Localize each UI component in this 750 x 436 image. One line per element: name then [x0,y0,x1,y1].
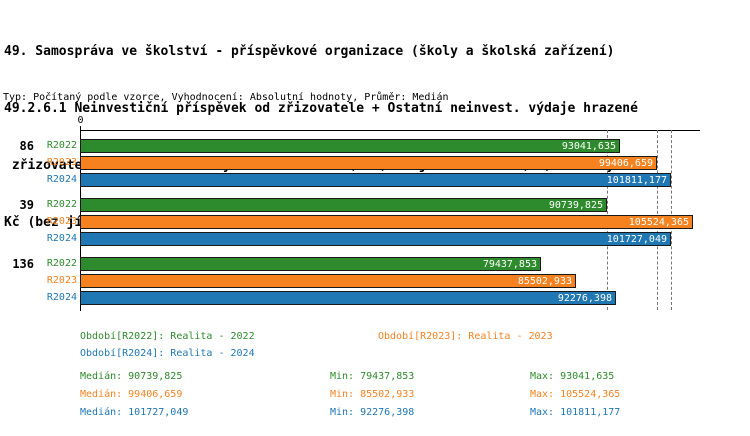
bar-r2023: 85502,933 [80,274,576,288]
legend-item-r2024: Období[R2024]: Realita - 2024 [80,348,255,359]
group-label: 86 [19,139,34,153]
bar-value-label: 93041,635 [561,140,616,152]
group-label: 39 [19,198,34,212]
series-label: R2022 [46,258,77,269]
bar-value-label: 79437,853 [482,258,537,270]
bar-value-label: 92276,398 [557,292,612,304]
stat-median-r2023: Medián: 99406,659 [80,389,183,400]
legend-item-r2023: Období[R2023]: Realita - 2023 [378,331,553,342]
stat-median-r2024: Medián: 101727,049 [80,407,189,418]
series-label: R2024 [46,233,77,244]
series-label: R2023 [46,275,77,286]
legend-item-r2022: Období[R2022]: Realita - 2022 [80,331,255,342]
series-label: R2024 [46,174,77,185]
bar-value-label: 101727,049 [606,233,667,245]
stat-max-r2024: Max: 101811,177 [530,407,621,418]
stat-min-r2024: Min: 92276,398 [330,407,415,418]
bar-value-label: 90739,825 [548,199,603,211]
bar-value-label: 85502,933 [517,275,572,287]
bar-r2024: 101811,177 [80,173,671,187]
bar-value-label: 99406,659 [598,157,653,169]
bar-r2022: 79437,853 [80,257,541,271]
title-line-1: 49. Samospráva ve školství - příspěvkové… [4,44,615,59]
stat-min-r2023: Min: 85502,933 [330,389,415,400]
stat-max-r2023: Max: 105524,365 [530,389,621,400]
bar-r2023: 105524,365 [80,215,693,229]
bar-r2024: 92276,398 [80,291,616,305]
title-line-2: 49.2.6.1 Neinvestiční příspěvek od zřizo… [4,101,638,116]
series-label: R2023 [46,157,77,168]
group-label: 136 [12,257,34,271]
stat-max-r2022: Max: 93041,635 [530,371,615,382]
bar-r2023: 99406,659 [80,156,657,170]
bar-value-label: 101811,177 [606,174,667,186]
bar-r2022: 90739,825 [80,198,607,212]
plot-area: 86 R2022 93041,635 R2023 99406,659 R2024 10181… [12,130,701,311]
bar-value-label: 105524,365 [628,216,689,228]
series-label: R2024 [46,292,77,303]
series-label: R2022 [46,140,77,151]
bar-r2022: 93041,635 [80,139,620,153]
axis-origin-tick [80,126,81,130]
x-axis-line [80,130,700,131]
series-label: R2022 [46,199,77,210]
chart-subtitle: Typ: Počítaný podle vzorce, Vyhodnocení:… [3,92,449,103]
stat-median-r2022: Medián: 90739,825 [80,371,183,382]
series-label: R2023 [46,216,77,227]
bar-r2024: 101727,049 [80,232,671,246]
stat-min-r2022: Min: 79437,853 [330,371,415,382]
axis-origin-label: 0 [77,115,84,126]
